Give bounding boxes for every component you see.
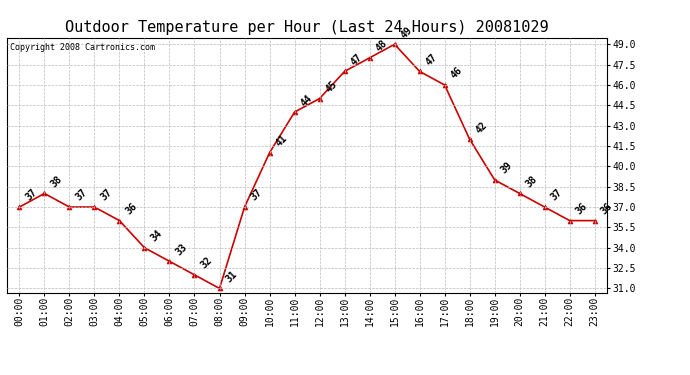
Text: 32: 32: [199, 255, 214, 271]
Text: 37: 37: [248, 188, 264, 203]
Text: 39: 39: [499, 160, 514, 176]
Text: 37: 37: [549, 188, 564, 203]
Text: 36: 36: [574, 201, 589, 216]
Text: 44: 44: [299, 93, 314, 108]
Text: 47: 47: [348, 52, 364, 67]
Title: Outdoor Temperature per Hour (Last 24 Hours) 20081029: Outdoor Temperature per Hour (Last 24 Ho…: [66, 20, 549, 35]
Text: 34: 34: [148, 228, 164, 244]
Text: 37: 37: [99, 188, 114, 203]
Text: 36: 36: [124, 201, 139, 216]
Text: 38: 38: [524, 174, 539, 189]
Text: 49: 49: [399, 25, 414, 40]
Text: 42: 42: [474, 120, 489, 135]
Text: 48: 48: [374, 38, 389, 54]
Text: 37: 37: [23, 188, 39, 203]
Text: 36: 36: [599, 201, 614, 216]
Text: 31: 31: [224, 269, 239, 284]
Text: 33: 33: [174, 242, 189, 257]
Text: 37: 37: [74, 188, 89, 203]
Text: Copyright 2008 Cartronics.com: Copyright 2008 Cartronics.com: [10, 43, 155, 52]
Text: 45: 45: [324, 79, 339, 94]
Text: 38: 38: [48, 174, 64, 189]
Text: 47: 47: [424, 52, 439, 67]
Text: 41: 41: [274, 133, 289, 148]
Text: 46: 46: [448, 65, 464, 81]
